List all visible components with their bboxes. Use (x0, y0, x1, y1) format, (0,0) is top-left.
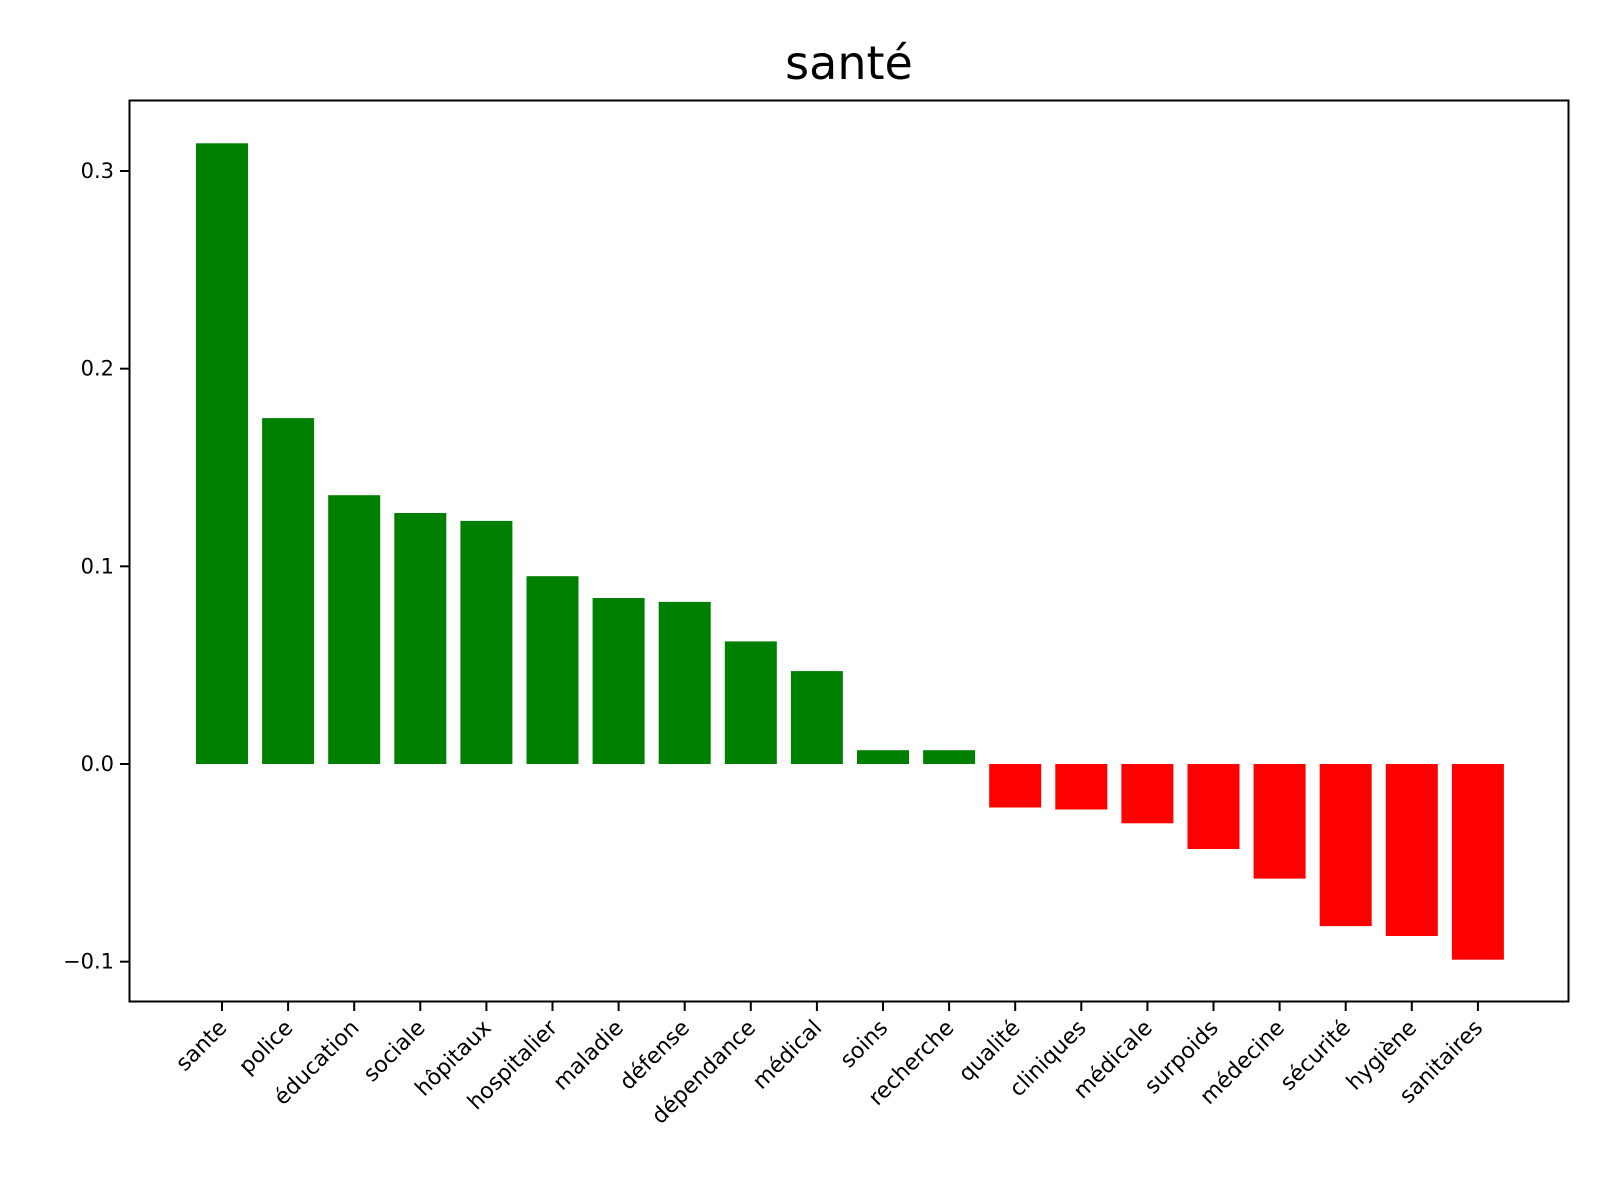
y-tick-label: 0.0 (81, 752, 114, 776)
x-tick-label: police (235, 1016, 299, 1080)
bar-19 (1451, 764, 1504, 960)
y-tick-label: 0.2 (81, 357, 114, 381)
bar-2 (328, 495, 381, 764)
bar-10 (857, 750, 909, 764)
bar-3 (394, 513, 447, 764)
x-tick-label: soins (836, 1016, 894, 1074)
bar-5 (526, 576, 579, 764)
bar-11 (923, 750, 976, 764)
y-tick-label: 0.1 (81, 554, 114, 578)
x-axis: sante policeéducationsocialehôpitauxhospi… (171, 1001, 1488, 1129)
x-tick-label: maladie (549, 1016, 629, 1096)
plot-frame (128, 99, 1570, 1003)
bar-15 (1187, 764, 1240, 849)
bar-0 (196, 143, 248, 765)
bars-group (196, 143, 1504, 960)
x-tick-label: médical (748, 1016, 827, 1095)
bar-13 (1055, 764, 1108, 810)
bar-8 (724, 641, 777, 764)
bar-7 (658, 601, 711, 764)
bar-4 (460, 520, 513, 764)
bar-1 (262, 418, 315, 764)
y-tick-label: −0.1 (63, 950, 114, 974)
y-axis: −0.1 0.0 0.1 0.2 0.3 (63, 159, 130, 974)
y-tick-label: 0.3 (81, 159, 114, 183)
x-tick-label: sécurité (1276, 1016, 1356, 1096)
chart-title: santé (785, 36, 913, 90)
bar-18 (1385, 764, 1438, 936)
bar-12 (989, 764, 1042, 808)
bar-6 (592, 598, 645, 764)
bar-14 (1121, 764, 1174, 824)
x-tick-label: sante (171, 1016, 232, 1077)
bar-17 (1319, 764, 1372, 927)
bar-16 (1253, 764, 1306, 879)
bar-9 (790, 671, 843, 764)
